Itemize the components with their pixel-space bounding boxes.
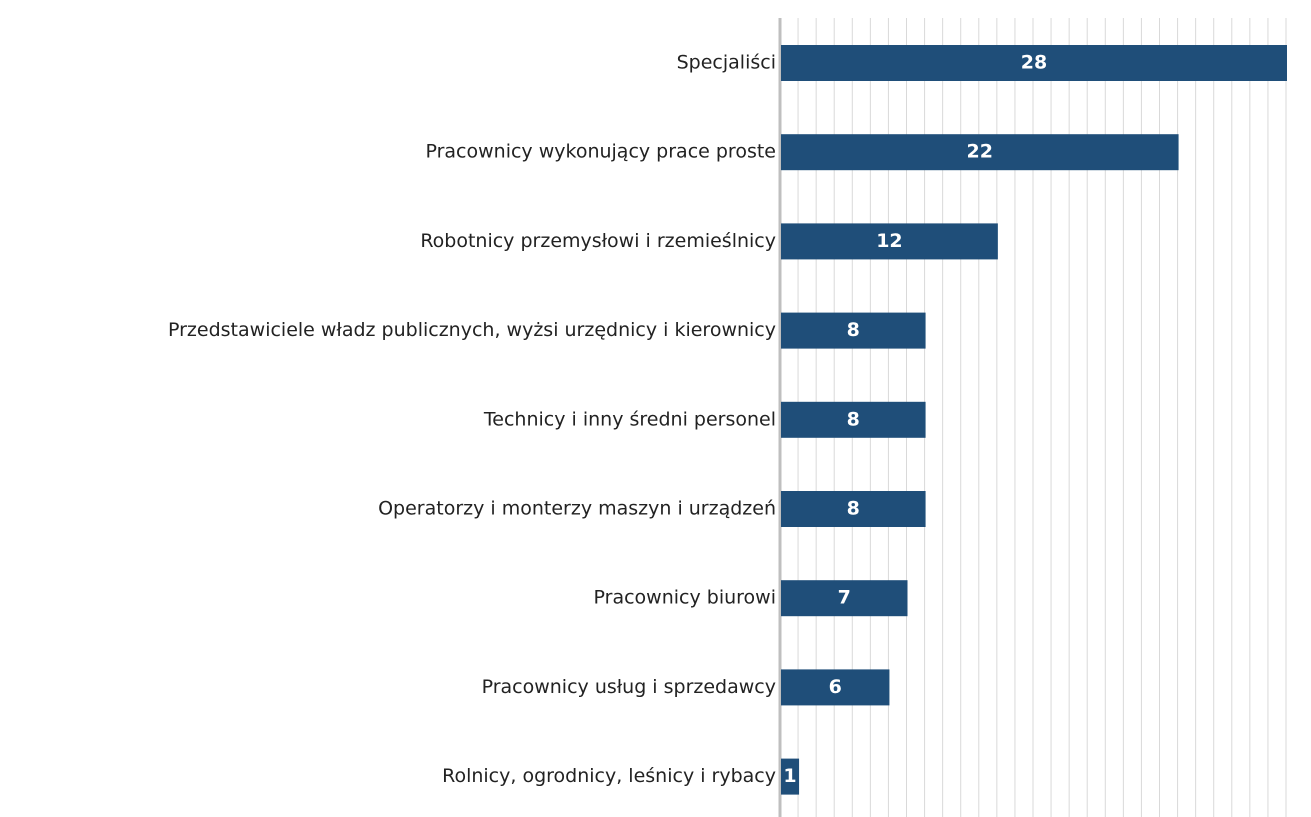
bar — [781, 491, 926, 527]
category-label: Rolnicy, ogrodnicy, leśnicy i rybacy — [442, 765, 776, 787]
value-label: 12 — [876, 230, 902, 252]
category-label: Pracownicy usług i sprzedawcy — [482, 676, 776, 698]
bar — [781, 312, 926, 349]
value-label: 6 — [829, 676, 842, 698]
bar — [781, 758, 800, 795]
category-label: Technicy i inny średni personel — [483, 408, 776, 430]
value-label: 1 — [783, 765, 796, 787]
bar — [781, 45, 1287, 81]
value-label: 8 — [847, 498, 860, 520]
value-label: 28 — [1021, 52, 1047, 74]
value-label: 22 — [967, 141, 993, 163]
value-label: 8 — [847, 319, 860, 341]
category-label: Robotnicy przemysłowi i rzemieślnicy — [420, 230, 776, 252]
category-label: Operatorzy i monterzy maszyn i urządzeń — [378, 498, 776, 520]
value-label: 7 — [838, 587, 851, 609]
bar — [781, 669, 890, 706]
bar — [781, 223, 998, 260]
bar — [781, 580, 908, 617]
bar — [781, 401, 926, 438]
bar — [781, 134, 1179, 171]
category-label: Pracownicy biurowi — [594, 587, 776, 609]
category-label: Pracownicy wykonujący prace proste — [425, 141, 776, 163]
value-label: 8 — [847, 408, 860, 430]
category-label: Przedstawiciele władz publicznych, wyżsi… — [168, 319, 776, 341]
category-label: Specjaliści — [677, 52, 776, 74]
